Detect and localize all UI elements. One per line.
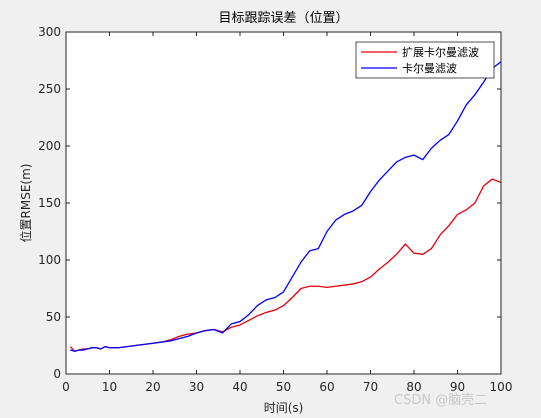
x-tick-label: 50 [276,380,291,394]
x-tick-label: 0 [62,380,70,394]
x-tick-label: 80 [406,380,421,394]
x-tick-label: 20 [145,380,160,394]
y-tick-label: 50 [46,310,61,324]
x-tick-label: 60 [319,380,334,394]
y-axis-label: 位置RMSE(m) [18,164,33,243]
x-tick-label: 30 [189,380,204,394]
y-tick-label: 150 [38,196,61,210]
y-tick-label: 100 [38,253,61,267]
y-tick-label: 0 [53,367,61,381]
watermark: CSDN @脑壳二 [394,393,487,408]
x-tick-label: 40 [232,380,247,394]
legend-label-kf: 卡尔曼滤波 [402,62,457,75]
legend-label-ekf: 扩展卡尔曼滤波 [402,45,479,59]
chart-title: 目标跟踪误差（位置） [218,11,348,26]
legend-box [355,41,495,79]
y-tick-label: 300 [38,25,61,39]
tick-layer: 0 10 20 30 40 50 60 70 80 90 100 0 50 100 150 200 250 300 [38,25,512,394]
x-tick-label: 90 [450,380,465,394]
series-layer [69,61,502,352]
y-tick-label: 200 [38,139,61,153]
legend: 扩展卡尔曼滤波 卡尔曼滤波 [355,41,495,79]
x-tick-label: 70 [363,380,378,394]
series-line-1 [70,61,502,352]
x-axis-label: 时间(s) [264,401,304,415]
y-tick-label: 250 [38,82,61,96]
x-tick-label: 100 [490,380,513,394]
x-tick-label: 10 [102,380,117,394]
plot-area [66,32,501,374]
